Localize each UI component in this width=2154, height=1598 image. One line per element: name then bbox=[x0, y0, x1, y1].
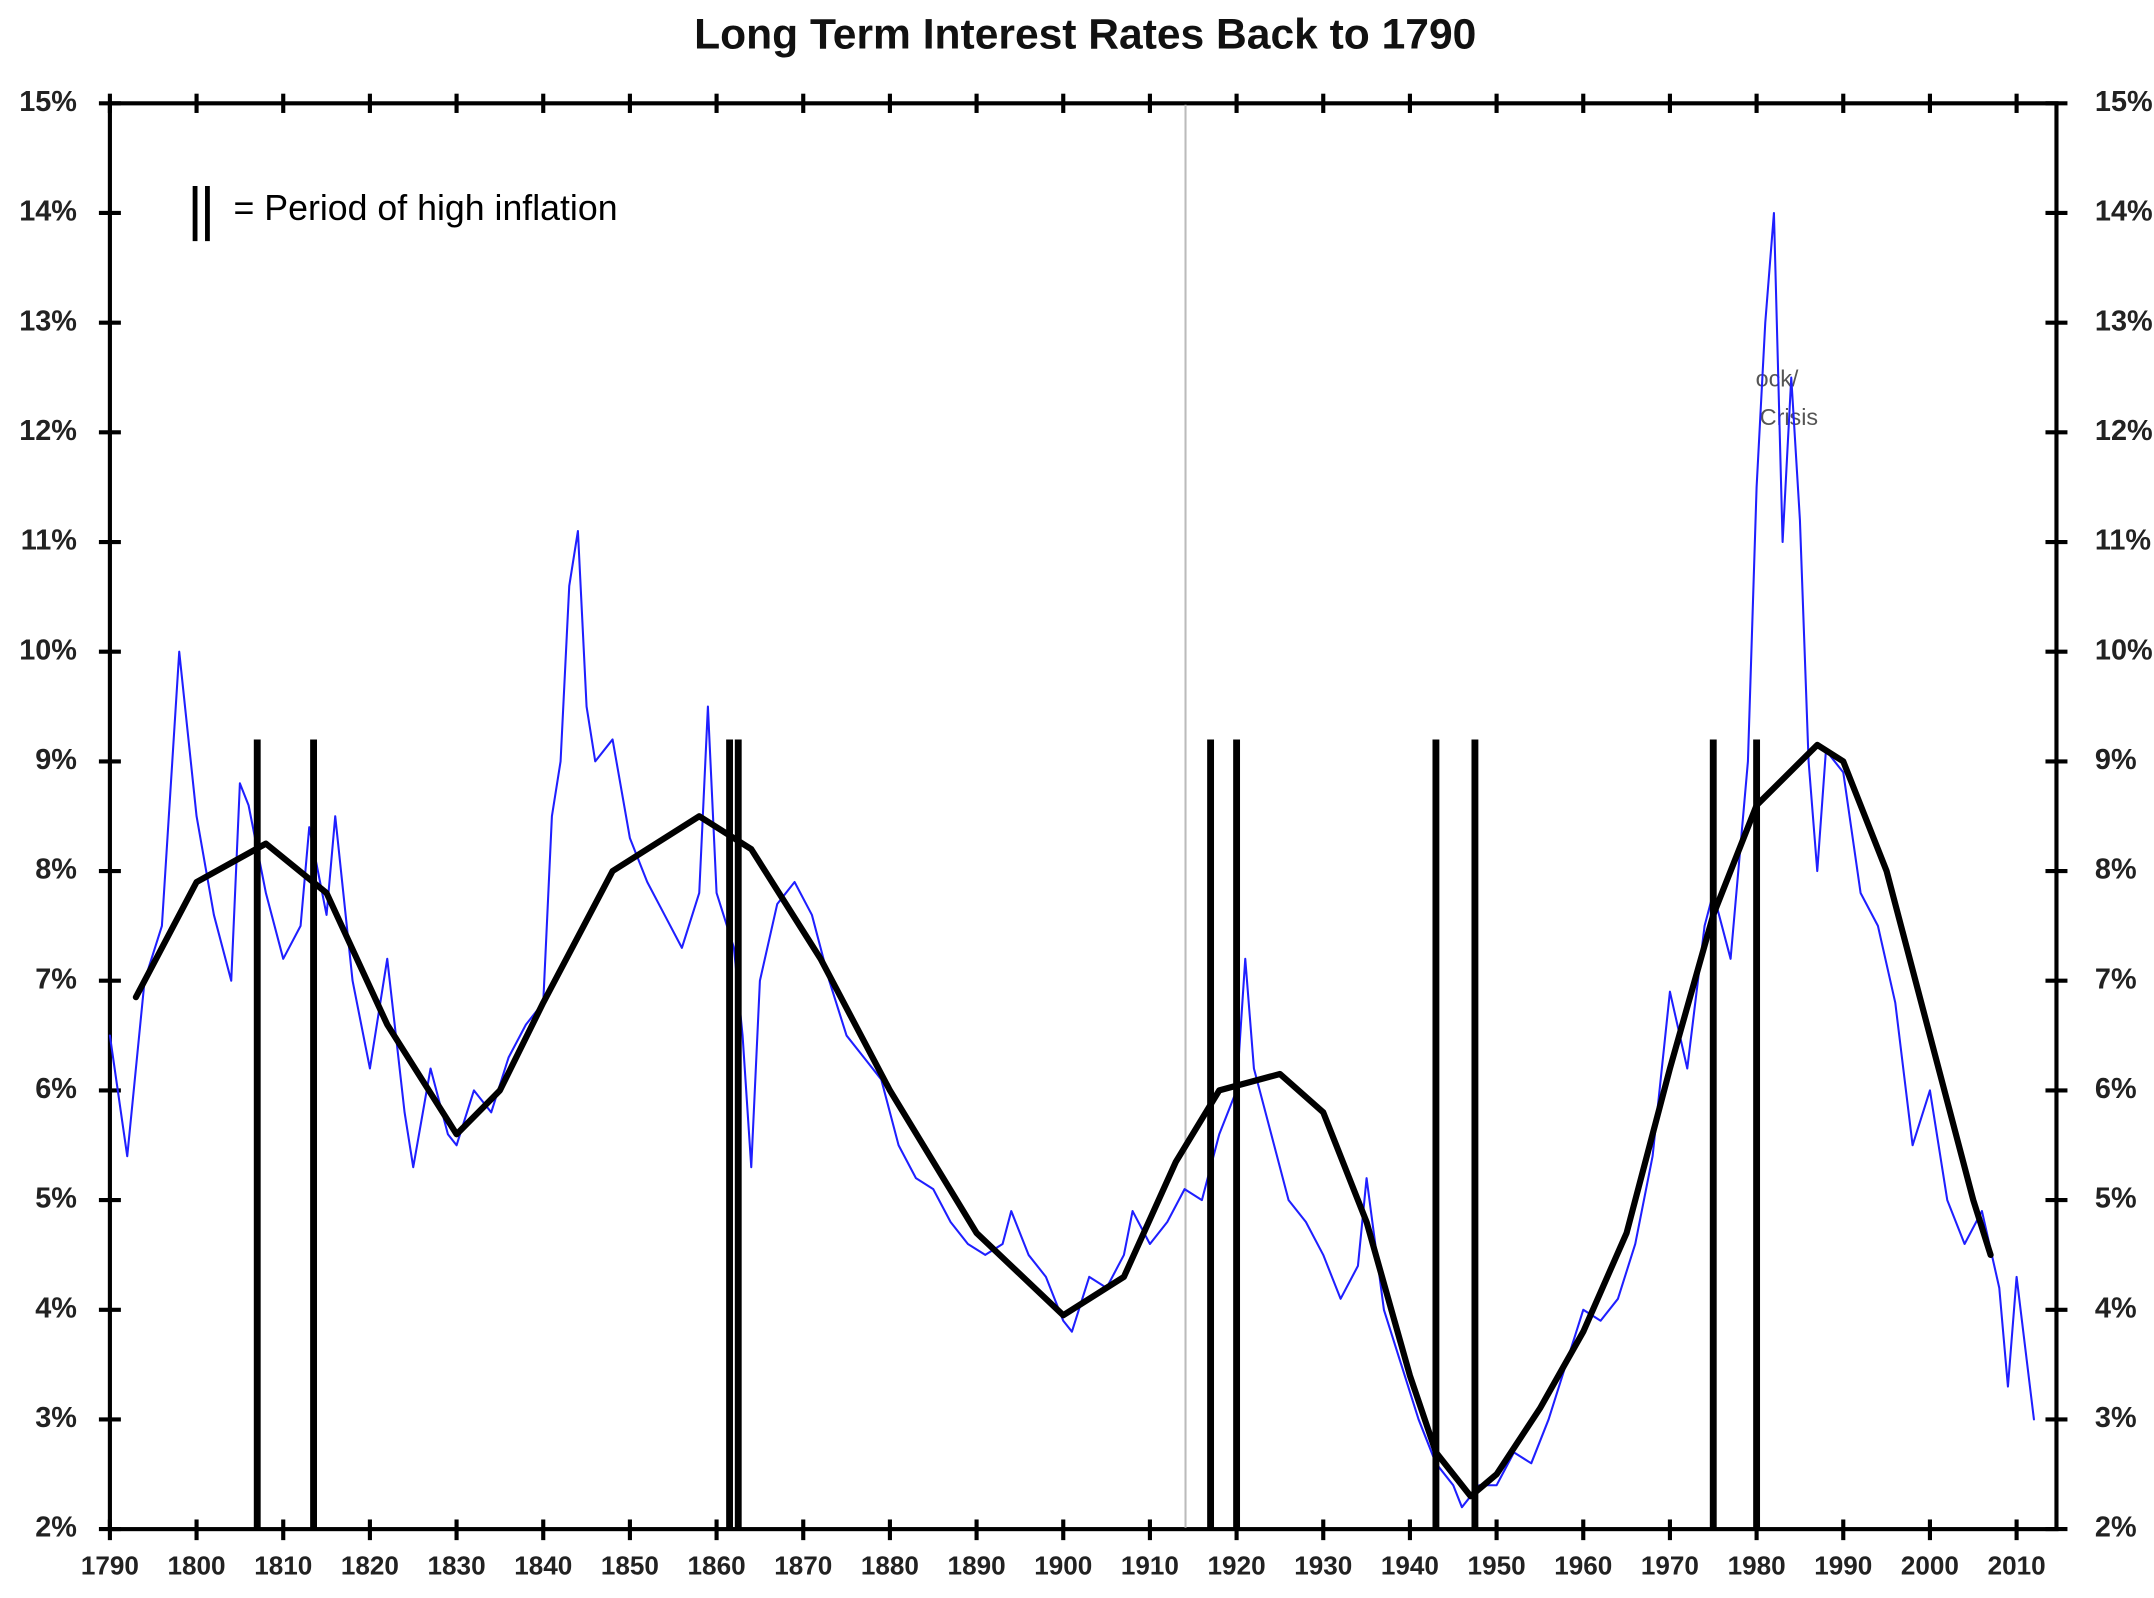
x-tick-label: 1920 bbox=[1208, 1551, 1266, 1581]
y-tick-label: 5% bbox=[35, 1183, 77, 1215]
x-tick-label: 1910 bbox=[1121, 1551, 1179, 1581]
y-tick-label: 7% bbox=[35, 963, 77, 995]
y-tick-label: 11% bbox=[21, 525, 77, 557]
x-tick-label: 1940 bbox=[1381, 1551, 1439, 1581]
y2-tick-label: 5% bbox=[2095, 1183, 2137, 1215]
x-tick-label: 1830 bbox=[428, 1551, 486, 1581]
y-tick-label: 4% bbox=[35, 1292, 77, 1324]
x-tick-label: 2010 bbox=[1988, 1551, 2046, 1581]
y2-tick-label: 10% bbox=[2095, 634, 2153, 666]
x-tick-label: 1810 bbox=[254, 1551, 312, 1581]
chart-title: Long Term Interest Rates Back to 1790 bbox=[694, 10, 1476, 58]
y-tick-label: 13% bbox=[19, 305, 77, 337]
y-tick-label: 14% bbox=[19, 196, 77, 228]
y2-tick-label: 12% bbox=[2095, 415, 2153, 447]
x-tick-label: 1970 bbox=[1641, 1551, 1699, 1581]
legend-text: = Period of high inflation bbox=[234, 188, 618, 228]
y-tick-label: 8% bbox=[35, 854, 77, 886]
y-tick-label: 2% bbox=[35, 1512, 77, 1544]
y2-tick-label: 2% bbox=[2095, 1512, 2137, 1544]
y-tick-label: 10% bbox=[19, 634, 77, 666]
x-tick-label: 1860 bbox=[688, 1551, 746, 1581]
y2-tick-label: 3% bbox=[2095, 1402, 2137, 1434]
x-tick-label: 1980 bbox=[1728, 1551, 1786, 1581]
x-tick-label: 1880 bbox=[861, 1551, 919, 1581]
x-tick-label: 1990 bbox=[1814, 1551, 1872, 1581]
y2-tick-label: 14% bbox=[2095, 196, 2153, 228]
x-tick-label: 1950 bbox=[1468, 1551, 1526, 1581]
y-tick-label: 15% bbox=[19, 86, 77, 118]
x-tick-label: 1850 bbox=[601, 1551, 659, 1581]
x-tick-label: 1870 bbox=[774, 1551, 832, 1581]
y-tick-label: 12% bbox=[19, 415, 77, 447]
y2-tick-label: 13% bbox=[2095, 305, 2153, 337]
x-tick-label: 1790 bbox=[81, 1551, 139, 1581]
x-tick-label: 1800 bbox=[168, 1551, 226, 1581]
y2-tick-label: 7% bbox=[2095, 963, 2137, 995]
plot-frame bbox=[107, 101, 2059, 1532]
x-tick-label: 1820 bbox=[341, 1551, 399, 1581]
y2-tick-label: 11% bbox=[2095, 525, 2151, 557]
y-tick-label: 3% bbox=[35, 1402, 77, 1434]
y2-tick-label: 6% bbox=[2095, 1073, 2137, 1105]
legend: = Period of high inflation bbox=[192, 185, 618, 242]
y-tick-label: 6% bbox=[35, 1073, 77, 1105]
y-tick-label: 9% bbox=[35, 744, 77, 776]
x-tick-label: 1890 bbox=[948, 1551, 1006, 1581]
x-tick-label: 2000 bbox=[1901, 1551, 1959, 1581]
x-tick-label: 1930 bbox=[1294, 1551, 1352, 1581]
y2-tick-label: 15% bbox=[2095, 86, 2153, 118]
y2-tick-label: 8% bbox=[2095, 854, 2137, 886]
x-tick-label: 1840 bbox=[514, 1551, 572, 1581]
x-tick-label: 1960 bbox=[1554, 1551, 1612, 1581]
x-tick-label: 1900 bbox=[1034, 1551, 1092, 1581]
y2-tick-label: 9% bbox=[2095, 744, 2137, 776]
y2-tick-label: 4% bbox=[2095, 1292, 2137, 1324]
